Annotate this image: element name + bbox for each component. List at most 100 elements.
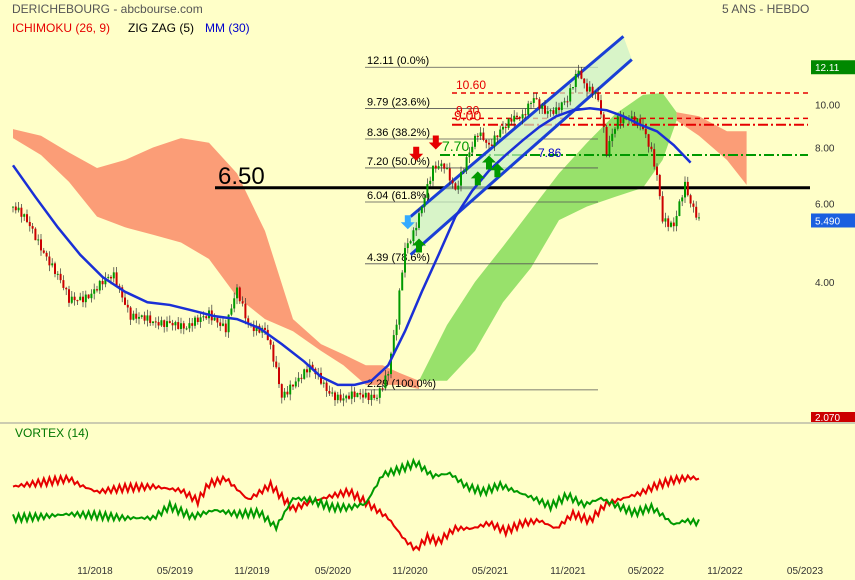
candle-body	[404, 248, 406, 273]
candle-body	[224, 323, 227, 333]
candle-body	[31, 226, 34, 229]
candle-body	[149, 315, 152, 324]
candle-body	[350, 391, 353, 399]
x-tick-label: 05/2021	[472, 566, 509, 577]
candle-body	[26, 214, 28, 222]
candle-body	[406, 243, 409, 249]
candle-body	[182, 323, 185, 329]
candle-body	[619, 116, 622, 124]
candle-body	[219, 322, 222, 326]
candle-body	[600, 100, 602, 115]
candle-body	[269, 340, 272, 345]
candle-body	[79, 296, 82, 301]
candle-body	[644, 128, 647, 135]
candle-body	[194, 317, 196, 326]
candle-body	[412, 230, 415, 242]
candle-body	[40, 239, 42, 251]
candle-body	[418, 213, 420, 228]
signal-arrow-up	[490, 163, 505, 178]
candle-body	[558, 107, 560, 111]
candle-body	[485, 139, 488, 143]
candle-body	[238, 287, 241, 302]
candle-body	[283, 391, 286, 398]
candle-body	[272, 344, 275, 362]
candle-body	[594, 92, 597, 94]
candle-body	[54, 263, 56, 274]
candle-body	[129, 307, 132, 320]
candle-body	[398, 290, 401, 325]
candle-body	[698, 217, 700, 219]
candle-body	[429, 180, 432, 185]
candle-body	[135, 313, 138, 319]
candle-body	[241, 301, 244, 304]
candle-body	[98, 280, 101, 291]
ichimoku-cloud	[13, 93, 747, 390]
candle-body	[426, 184, 429, 198]
low-price-badge-text: 2.070	[815, 413, 840, 424]
signal-arrow-up	[482, 155, 496, 170]
candle-body	[331, 392, 334, 394]
candle-body	[555, 107, 558, 114]
candle-body	[608, 141, 611, 155]
candle-body	[387, 374, 390, 376]
candle-body	[174, 322, 177, 326]
signal-arrow-down	[428, 135, 443, 150]
candle-body	[653, 149, 656, 167]
candle-body	[479, 132, 482, 137]
candle-body	[401, 272, 404, 291]
candle-body	[636, 118, 639, 124]
candle-body	[345, 395, 348, 399]
candle-body	[59, 273, 62, 281]
candle-body	[247, 318, 250, 325]
candle-body	[110, 276, 112, 279]
candle-body	[633, 116, 636, 124]
signal-arrows	[400, 135, 505, 253]
candle-body	[252, 325, 255, 332]
candle-body	[580, 70, 583, 79]
candle-body	[154, 321, 157, 323]
candle-body	[392, 335, 395, 354]
candle-body	[499, 129, 502, 138]
fib-label: 9.79 (23.6%)	[367, 96, 430, 108]
candle-body	[670, 222, 672, 227]
candle-body	[70, 296, 73, 303]
candle-body	[672, 222, 675, 227]
candle-body	[348, 395, 350, 399]
candle-body	[622, 117, 625, 124]
candle-body	[378, 388, 381, 398]
candle-body	[126, 304, 129, 308]
candle-body	[90, 293, 93, 299]
candle-body	[353, 391, 356, 398]
candle-body	[457, 185, 460, 190]
candle-body	[121, 287, 124, 298]
candle-body	[376, 397, 378, 399]
candle-body	[23, 214, 26, 217]
candle-body	[390, 353, 392, 375]
candle-body	[504, 126, 507, 128]
vortex-title: VORTEX (14)	[15, 426, 89, 440]
candle-body	[616, 116, 619, 129]
candle-body	[681, 197, 684, 202]
candlesticks	[12, 64, 700, 407]
fib-label: 7.20 (50.0%)	[367, 156, 430, 168]
candle-body	[320, 372, 322, 384]
candle-body	[493, 135, 496, 146]
source-title: DERICHEBOURG - abcbourse.com	[12, 2, 203, 16]
candle-body	[367, 392, 370, 401]
candle-body	[409, 241, 412, 244]
candle-body	[395, 324, 398, 336]
level-label: 7.70	[442, 138, 469, 154]
moving-average	[11, 106, 692, 387]
candle-body	[563, 101, 566, 103]
candle-body	[482, 132, 485, 140]
candle-body	[689, 195, 692, 204]
candle-body	[605, 126, 608, 155]
candle-body	[322, 382, 325, 384]
candle-body	[507, 118, 510, 128]
candle-body	[275, 361, 278, 368]
candle-body	[490, 144, 493, 146]
candle-body	[541, 105, 544, 109]
candle-body	[538, 99, 541, 109]
legend-ichimoku: ICHIMOKU (26, 9)	[12, 21, 111, 35]
candle-body	[532, 98, 535, 103]
